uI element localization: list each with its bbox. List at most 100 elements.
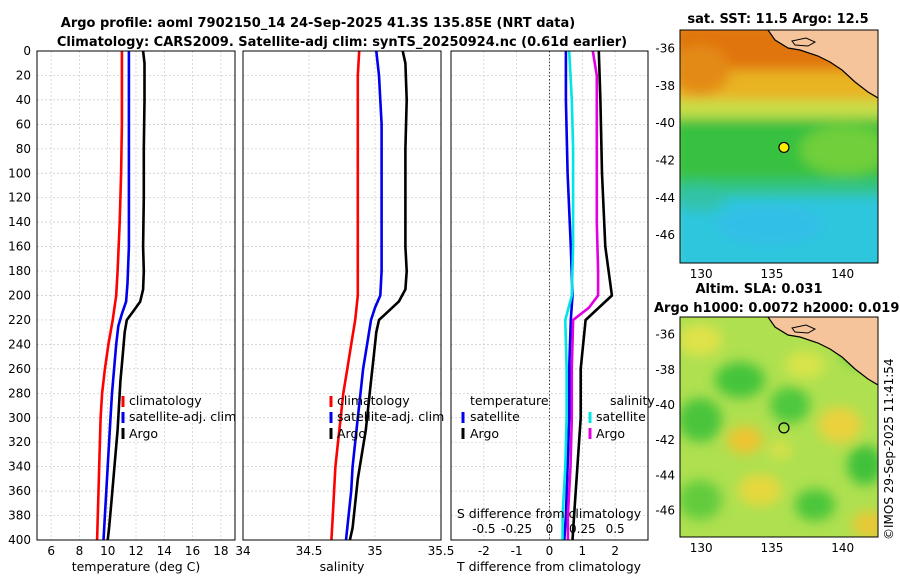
depth-tick-label: 140 [8, 215, 31, 229]
sst-map-title: sat. SST: 11.5 Argo: 12.5 [687, 12, 868, 27]
depth-tick-label: 180 [8, 264, 31, 278]
lat-tick-label: -36 [655, 328, 675, 342]
sla-map-subtitle: Argo h1000: 0.0072 h2000: 0.019 [654, 301, 899, 316]
series-satellite-adj-clim [102, 51, 131, 541]
depth-tick-label: 220 [8, 313, 31, 327]
x-tick-label: 16 [185, 544, 200, 558]
temperature-legend: climatology satellite-adj. clim Argo [121, 393, 236, 441]
x-tick-label: 12 [128, 544, 143, 558]
x-tick-label: 35 [367, 544, 382, 558]
title-line-1: Argo profile: aoml 7902150_14 24-Sep-202… [61, 16, 575, 31]
legend-temperature-heading: temperature [470, 393, 549, 408]
depth-tick-label: 40 [16, 93, 31, 107]
salinity-xlabel: salinity [320, 559, 365, 574]
lon-tick-label: 140 [831, 541, 854, 555]
x-tick-label: 0 [546, 544, 554, 558]
series-salinity-satellite [561, 50, 575, 540]
lat-tick-label: -42 [655, 153, 675, 167]
lat-tick-label: -40 [655, 398, 675, 412]
sla-map-frame [679, 316, 879, 538]
legend-salinity-heading: salinity [610, 393, 655, 408]
depth-tick-label: 200 [8, 289, 31, 303]
lon-tick-label: 130 [690, 541, 713, 555]
temperature-xlabel: temperature (deg C) [72, 559, 201, 574]
lon-tick-label: 135 [760, 267, 783, 281]
australia-land [768, 317, 878, 385]
lat-tick-label: -38 [655, 79, 675, 93]
sst-map-frame [679, 29, 879, 264]
depth-tick-label: 380 [8, 509, 31, 523]
legend-t-argo-label: Argo [470, 426, 499, 441]
x-tick-label: 34.5 [296, 544, 323, 558]
legend-t-satellite-label: satellite [470, 409, 520, 424]
s-diff-tick-label: -0.25 [501, 522, 532, 536]
depth-tick-label: 120 [8, 191, 31, 205]
legend-climatology-label: climatology [129, 393, 202, 408]
difference-xlabel: T difference from climatology [456, 559, 642, 574]
difference-legend-right: salinity satellite Argo [588, 393, 655, 441]
sst-map-panel: sat. SST: 11.5 Argo: 12.5 130 135 140 -36 -3… [655, 12, 879, 281]
x-tick-label: 34 [235, 544, 250, 558]
lat-tick-label: -42 [655, 433, 675, 447]
series-salinity-argo [566, 50, 600, 540]
lat-tick-label: -40 [655, 116, 675, 130]
coastline [767, 30, 878, 99]
series-climatology [95, 51, 124, 541]
sla-map-panel: Altim. SLA: 0.031 Argo h1000: 0.0072 h20… [654, 282, 899, 555]
legend-argo-label: Argo [129, 426, 158, 441]
x-tick-label: -2 [478, 544, 490, 558]
depth-tick-label: 80 [16, 142, 31, 156]
series-argo [348, 50, 409, 541]
depth-tick-label: 280 [8, 386, 31, 400]
lat-tick-label: -44 [655, 468, 675, 482]
legend-climatology-label: climatology [337, 393, 410, 408]
depth-tick-label: 360 [8, 484, 31, 498]
lon-tick-label: 130 [690, 267, 713, 281]
s-diff-tick-label: 0.5 [606, 522, 625, 536]
x-tick-label: 8 [76, 544, 84, 558]
depth-tick-label: 400 [8, 533, 31, 547]
series-temperature-argo [571, 50, 614, 541]
timestamp: ©IMOS 29-Sep-2025 11:41:54 [882, 358, 896, 540]
legend-argo-label: Argo [337, 426, 366, 441]
x-tick-label: 2 [611, 544, 619, 558]
depth-tick-label: 320 [8, 435, 31, 449]
series-satellite-adj-clim [344, 50, 383, 541]
sla-map-title: Altim. SLA: 0.031 [696, 282, 823, 297]
s-diff-tick-label: 0 [546, 522, 554, 536]
sst-map [680, 30, 878, 263]
x-tick-label: 14 [157, 544, 172, 558]
s-diff-tick-label: -0.5 [472, 522, 495, 536]
depth-tick-label: 160 [8, 240, 31, 254]
argo-float-marker [778, 141, 790, 154]
legend-s-argo-label: Argo [596, 426, 625, 441]
lat-tick-label: -38 [655, 363, 675, 377]
legend-satellite-label: satellite-adj. clim [337, 409, 444, 424]
depth-tick-label: 300 [8, 411, 31, 425]
x-tick-label: 35.5 [428, 544, 455, 558]
lat-tick-label: -46 [655, 228, 675, 242]
argo-float-marker [778, 422, 790, 434]
depth-tick-label: 100 [8, 166, 31, 180]
x-tick-label: 10 [100, 544, 115, 558]
salinity-panel: 34 34.5 35 35.5 salinity climatology satell… [235, 50, 455, 574]
x-tick-label: 18 [213, 544, 228, 558]
lon-tick-label: 140 [831, 267, 854, 281]
x-tick-label: 1 [579, 544, 587, 558]
australia-land [768, 30, 878, 98]
temperature-plot-frame [36, 50, 236, 541]
lat-tick-label: -46 [655, 504, 675, 518]
legend-s-satellite-label: satellite [596, 409, 646, 424]
depth-tick-label: 60 [16, 117, 31, 131]
series-argo [106, 50, 146, 541]
depth-tick-label: 340 [8, 460, 31, 474]
sla-map [680, 317, 878, 537]
temperature-panel: 0 20 40 60 80 100 120 140 160 180 200 220 240 260 280 3… [8, 44, 236, 574]
difference-plot-frame [450, 50, 649, 541]
depth-tick-label: 240 [8, 337, 31, 351]
depth-tick-label: 260 [8, 362, 31, 376]
x-tick-label: -1 [511, 544, 523, 558]
salinity-legend: climatology satellite-adj. clim Argo [329, 393, 444, 441]
salinity-plot-frame [242, 50, 442, 541]
coastline [767, 317, 878, 386]
